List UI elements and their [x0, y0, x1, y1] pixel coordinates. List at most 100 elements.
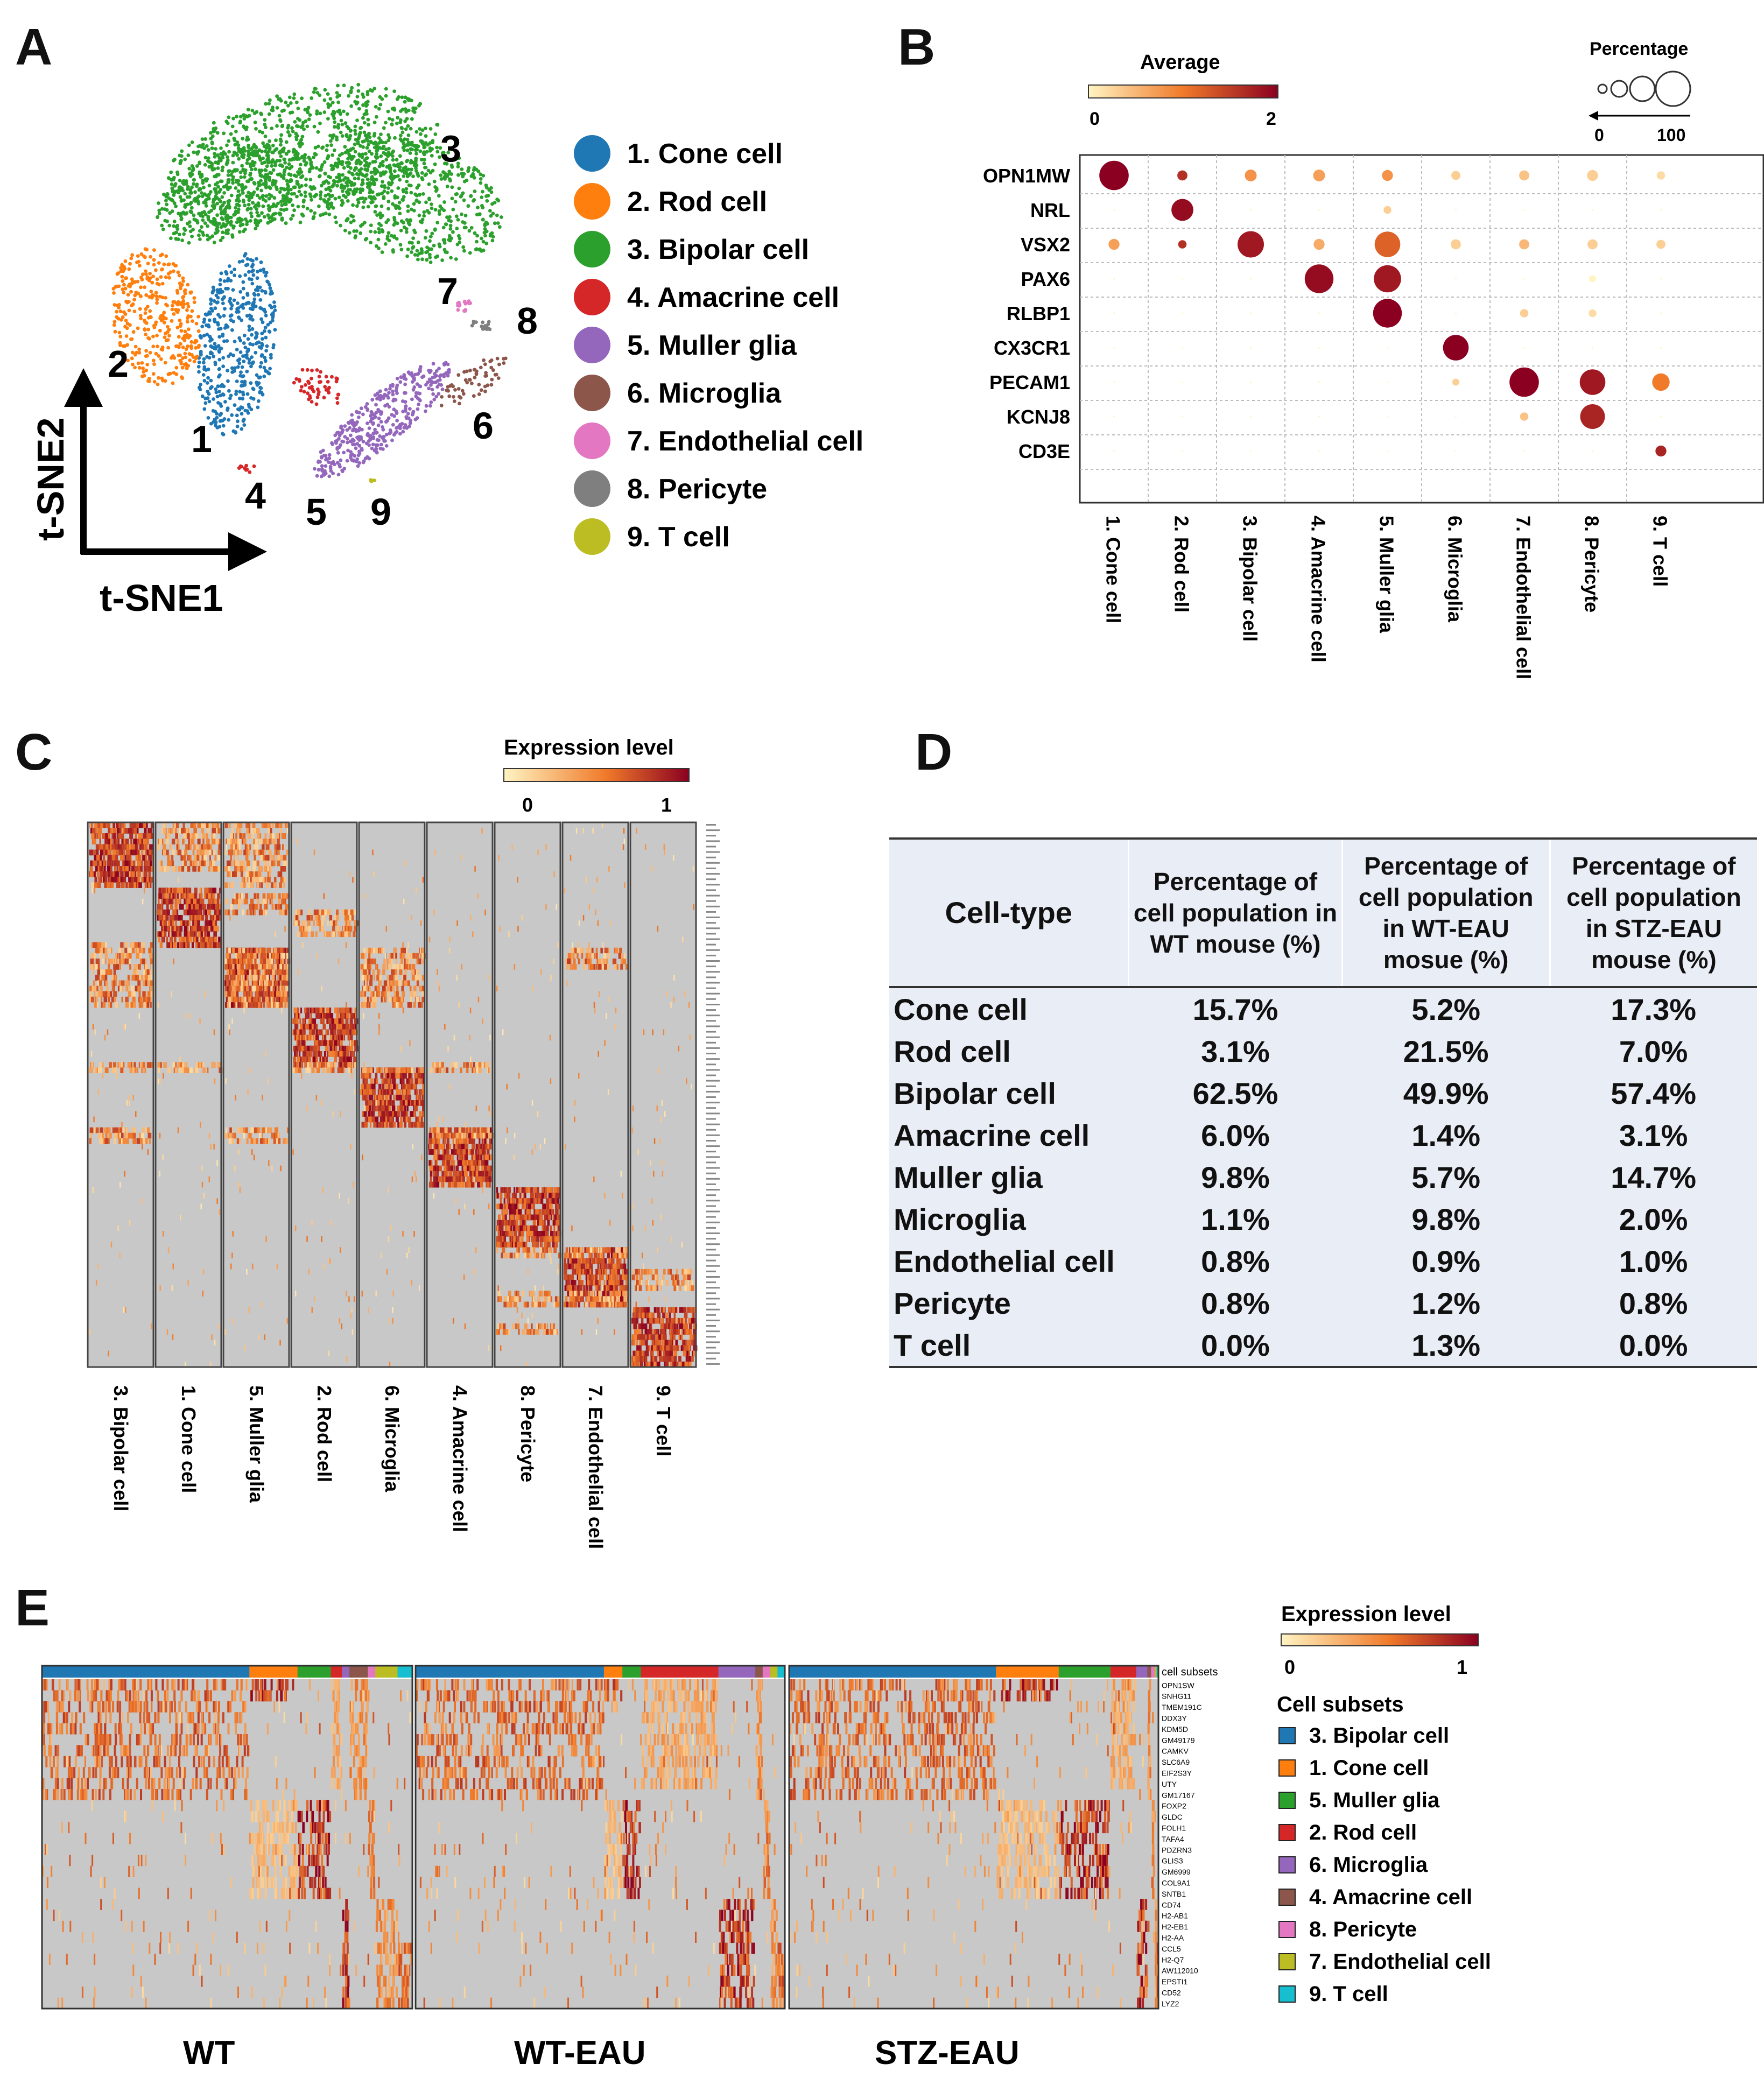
heatmap-c-cell: [132, 1067, 135, 1073]
tsne-point: [366, 402, 369, 406]
tsne-point: [385, 403, 389, 406]
tsne-point: [268, 216, 271, 220]
tsne-point: [384, 121, 388, 125]
tsne-point: [414, 418, 418, 421]
tsne-point: [265, 165, 269, 168]
tsne-point: [265, 151, 269, 155]
heatmap-c-cell: [97, 1264, 99, 1270]
tsne-point: [299, 138, 303, 142]
tsne-point: [346, 199, 350, 203]
tsne-point: [236, 358, 240, 362]
tsne-point: [338, 463, 341, 467]
tsne-point: [334, 221, 338, 224]
tsne-point: [274, 138, 278, 142]
tsne-point: [256, 187, 259, 191]
heatmap-c-cell: [93, 969, 94, 975]
tsne-point: [260, 342, 264, 346]
heatmap-c-cell: [96, 986, 99, 992]
heatmap-c-cell: [211, 833, 213, 839]
heatmap-c-cell: [206, 839, 208, 844]
tsne-point: [278, 164, 282, 167]
heatmap-c-cell: [145, 861, 147, 867]
tsne-point: [352, 427, 356, 431]
tsne-point: [416, 407, 420, 411]
tsne-point: [413, 231, 417, 235]
tsne-point: [484, 374, 488, 378]
heatmap-c-cell: [135, 833, 137, 839]
heatmap-c-cell: [125, 981, 129, 987]
tsne-point: [263, 123, 266, 126]
tsne-point: [219, 179, 223, 183]
tsne-point: [384, 158, 388, 161]
tsne-point: [188, 202, 192, 206]
tsne-point: [312, 156, 315, 159]
tsne1-axis-label: t-SNE1: [100, 577, 223, 619]
tsne-point: [480, 389, 483, 392]
tsne-point: [271, 311, 275, 315]
tsne-point: [301, 174, 305, 178]
tsne-point: [373, 449, 377, 453]
heatmap-c-cell: [102, 861, 103, 867]
tsne-point: [227, 178, 231, 182]
heatmap-c-cell: [109, 877, 111, 883]
heatmap-c-cell: [135, 1111, 137, 1117]
tsne-point: [237, 316, 241, 320]
tsne-point: [361, 178, 364, 182]
tsne-point: [425, 404, 428, 408]
tsne-point: [456, 218, 460, 222]
heatmap-c-cell: [118, 986, 120, 992]
tsne-point: [435, 385, 439, 389]
heatmap-c-cell: [120, 844, 122, 850]
heatmap-c-cell: [193, 828, 197, 834]
tsne-point: [136, 292, 140, 295]
tsne-point: [385, 165, 389, 169]
tsne-point: [463, 226, 467, 230]
heatmap-c-cell: [178, 850, 181, 856]
heatmap-c-cell: [149, 1138, 151, 1144]
tsne-point: [264, 199, 268, 203]
tsne-point: [133, 309, 137, 313]
tsne-point: [266, 323, 270, 327]
heatmap-c-cell: [107, 822, 109, 828]
tsne-point: [186, 302, 189, 306]
heatmap-c-cell: [117, 850, 119, 856]
tsne-point: [190, 235, 194, 238]
tsne-point: [241, 188, 244, 192]
tsne-point: [343, 435, 347, 439]
tsne-point: [112, 291, 116, 295]
tsne-point: [203, 163, 207, 167]
tsne-point: [226, 214, 229, 217]
heatmap-c-cell: [141, 1133, 144, 1139]
heatmap-c-cell: [218, 937, 220, 943]
heatmap-c-cell: [147, 1149, 149, 1155]
heatmap-c-legend-max: 1: [661, 794, 672, 816]
tsne-point: [252, 464, 256, 468]
tsne-point: [156, 383, 160, 386]
average-legend-min: 0: [1090, 109, 1100, 129]
dot-plot-dot: [1592, 450, 1593, 452]
tsne-point: [306, 380, 310, 384]
tsne-point: [259, 298, 263, 302]
heatmap-c-cell: [125, 1128, 128, 1133]
tsne-point: [407, 417, 411, 420]
heatmap-c-cell: [189, 937, 192, 943]
heatmap-c-cell: [93, 839, 96, 844]
tsne-point: [303, 159, 306, 163]
heatmap-c-cell: [99, 981, 102, 987]
tsne-point: [185, 347, 188, 351]
tsne-point: [207, 196, 210, 200]
tsne-point: [159, 253, 163, 257]
tsne-point: [293, 153, 297, 157]
tsne-point: [490, 383, 494, 387]
tsne-point: [391, 248, 395, 252]
heatmap-c-cell: [113, 850, 116, 856]
tsne-point: [155, 301, 159, 305]
tsne-point: [138, 264, 142, 267]
tsne-point: [318, 174, 322, 178]
tsne-point: [248, 114, 251, 118]
tsne-point: [254, 305, 258, 308]
tsne-point: [235, 180, 238, 184]
tsne-point: [216, 313, 220, 316]
tsne-point: [329, 467, 333, 470]
tsne-point: [202, 186, 206, 189]
